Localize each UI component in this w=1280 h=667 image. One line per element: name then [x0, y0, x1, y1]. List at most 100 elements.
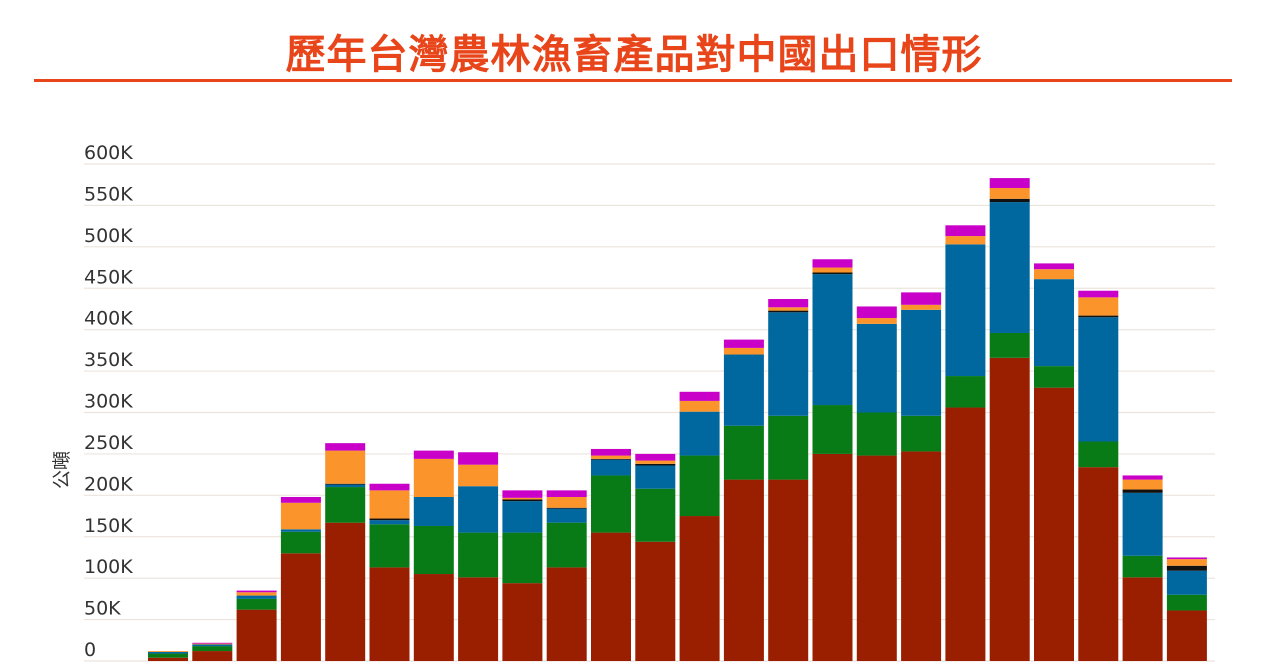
bar-segment-series-1 — [679, 516, 720, 661]
bar-segment-series-1 — [1034, 387, 1074, 661]
bar-stack — [1122, 475, 1163, 661]
bar-segment-series-2 — [148, 653, 188, 658]
bar-segment-series-5 — [236, 592, 277, 596]
bar-segment-series-2 — [723, 425, 764, 480]
bar-segment-series-3 — [1078, 317, 1119, 442]
bar-segment-series-6 — [502, 490, 543, 498]
bar-segment-series-1 — [325, 522, 366, 661]
bar-stack — [635, 453, 676, 661]
bar-segment-series-5 — [546, 496, 587, 508]
y-tick-label: 500K — [84, 225, 133, 247]
bar-stack — [989, 178, 1030, 661]
bar-segment-series-3 — [901, 309, 942, 416]
bar-segment-series-1 — [280, 553, 321, 661]
bar-segment-series-6 — [856, 306, 897, 319]
bar-segment-series-5 — [192, 643, 233, 645]
bar-segment-series-3 — [325, 484, 366, 488]
bar-stack — [148, 651, 188, 661]
bar-segment-series-3 — [945, 244, 986, 377]
bar-stack — [1166, 557, 1207, 661]
bar-segment-series-5 — [723, 347, 764, 355]
bar-segment-series-2 — [325, 487, 366, 523]
bar-segment-series-6 — [989, 178, 1030, 189]
bar-stack — [280, 496, 321, 661]
bar-segment-series-3 — [591, 459, 631, 476]
bar-segment-series-2 — [1122, 555, 1163, 578]
bar-segment-series-2 — [679, 455, 720, 517]
bar-segment-series-2 — [812, 405, 853, 454]
bar-stack — [1034, 263, 1074, 661]
bar-segment-series-5 — [1078, 297, 1119, 316]
bar-segment-series-4 — [325, 483, 366, 485]
bar-segment-series-4 — [768, 310, 809, 313]
bar-segment-series-4 — [812, 272, 853, 275]
bar-segment-series-2 — [546, 522, 587, 568]
bar-segment-series-3 — [413, 496, 454, 526]
bar-segment-series-4 — [369, 518, 410, 521]
bar-segment-series-3 — [768, 312, 809, 416]
bar-segment-series-3 — [1034, 279, 1074, 367]
bar-segment-series-3 — [369, 520, 410, 525]
bar-segment-series-1 — [812, 453, 853, 661]
bar-segment-series-6 — [546, 490, 587, 497]
bar-segment-series-1 — [768, 479, 809, 661]
bar-segment-series-1 — [192, 651, 233, 661]
bar-segment-series-5 — [325, 450, 366, 484]
bar-segment-series-3 — [989, 202, 1030, 333]
bar-segment-series-6 — [945, 225, 986, 237]
bar-segment-series-4 — [989, 198, 1030, 203]
bar-segment-series-2 — [1034, 366, 1074, 388]
bar-stack — [812, 259, 853, 661]
bar-segment-series-2 — [1166, 594, 1207, 611]
bar-segment-series-6 — [679, 391, 720, 401]
bar-segment-series-6 — [635, 453, 676, 461]
bar-segment-series-6 — [280, 496, 321, 503]
bar-segment-series-6 — [192, 642, 233, 644]
bar-segment-series-2 — [901, 415, 942, 452]
bar-segment-series-5 — [989, 188, 1030, 199]
bar-segment-series-6 — [812, 259, 853, 268]
bar-segment-series-4 — [635, 463, 676, 466]
bar-segment-series-1 — [1078, 467, 1119, 661]
bar-segment-series-3 — [635, 465, 676, 489]
bar-segment-series-5 — [945, 236, 986, 245]
y-tick-label: 350K — [84, 349, 133, 371]
bar-segment-series-3 — [458, 486, 499, 533]
bar-segment-series-6 — [1078, 290, 1119, 298]
bar-stack — [945, 225, 986, 661]
bar-segment-series-3 — [502, 501, 543, 533]
bar-segment-series-6 — [369, 483, 410, 491]
bar-segment-series-1 — [989, 357, 1030, 661]
bar-segment-series-5 — [280, 502, 321, 530]
bar-segment-series-3 — [1122, 492, 1163, 556]
bar-segment-series-1 — [1166, 610, 1207, 661]
bar-segment-series-4 — [1166, 565, 1207, 571]
bar-segment-series-3 — [236, 595, 277, 599]
bar-segment-series-5 — [635, 460, 676, 464]
y-tick-label: 0 — [84, 639, 96, 661]
bar-segment-series-3 — [856, 323, 897, 413]
bar-stack — [591, 448, 631, 661]
bar-segment-series-2 — [591, 475, 631, 533]
bar-segment-series-5 — [369, 490, 410, 519]
bar-segment-series-1 — [856, 455, 897, 661]
bar-segment-series-6 — [236, 590, 277, 593]
bar-segment-series-6 — [1166, 557, 1207, 560]
bar-segment-series-1 — [236, 609, 277, 661]
bar-segment-series-3 — [679, 411, 720, 456]
bar-stack — [546, 490, 587, 661]
bar-segment-series-5 — [768, 307, 809, 311]
bar-segment-series-2 — [1078, 441, 1119, 468]
bar-segment-series-3 — [1166, 570, 1207, 595]
bar-segment-series-4 — [591, 458, 631, 460]
bar-segment-series-1 — [413, 574, 454, 661]
bar-segment-series-5 — [679, 400, 720, 412]
bar-segment-series-2 — [768, 415, 809, 480]
bar-segment-series-6 — [458, 452, 499, 465]
bar-segment-series-1 — [723, 479, 764, 661]
bar-stack — [679, 391, 720, 661]
bar-segment-series-1 — [635, 541, 676, 661]
bar-segment-series-2 — [635, 488, 676, 542]
bar-segment-series-6 — [325, 443, 366, 451]
